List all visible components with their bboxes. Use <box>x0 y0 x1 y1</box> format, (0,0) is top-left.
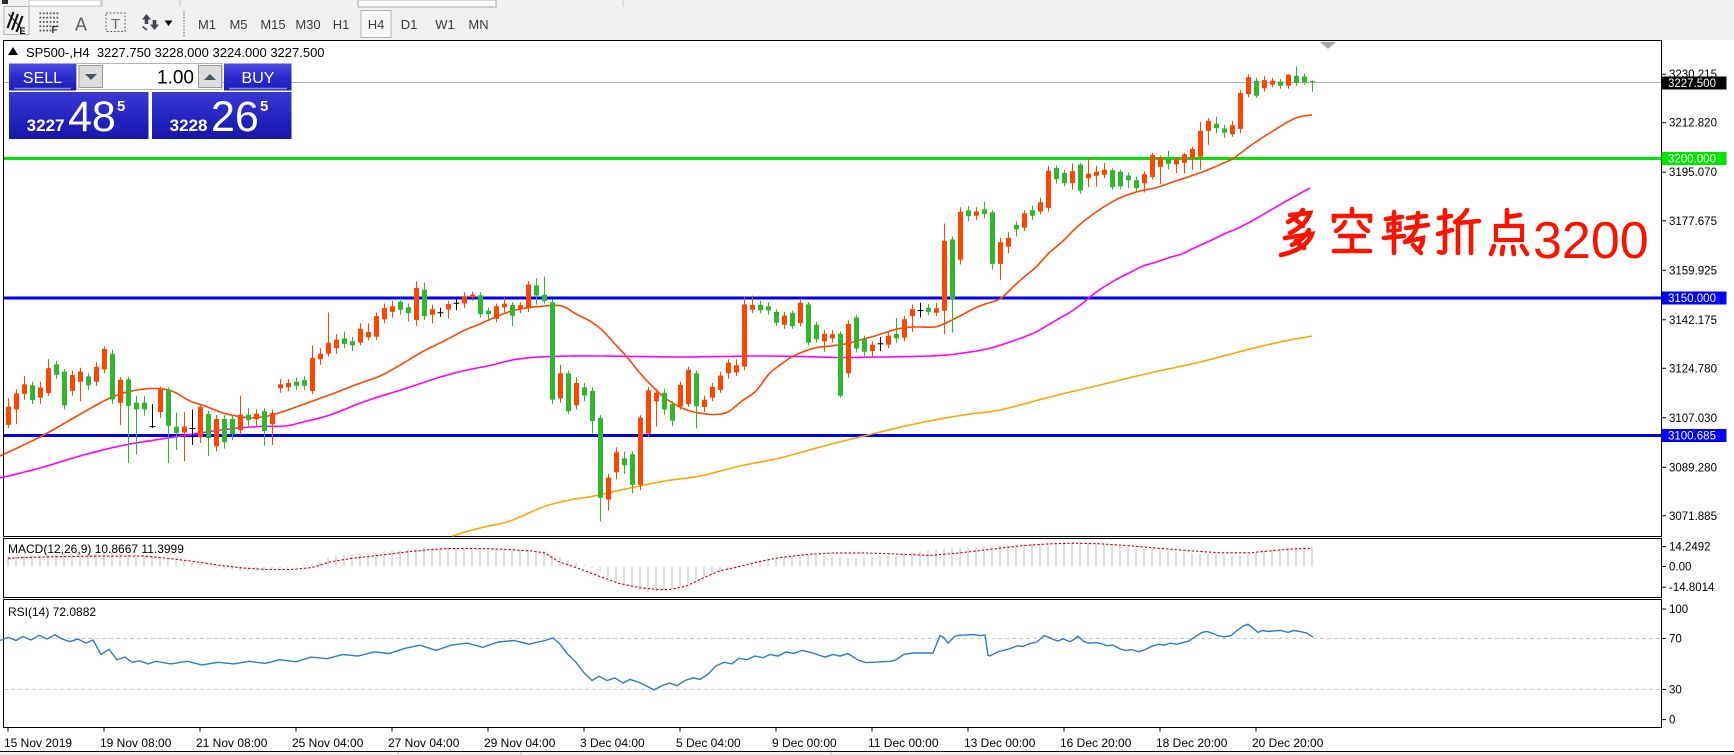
svg-text:25 Nov 04:00: 25 Nov 04:00 <box>292 736 364 750</box>
svg-text:SP500-,H4 3227.750 3228.000 3: SP500-,H4 3227.750 3228.000 3224.000 322… <box>26 45 325 60</box>
svg-text:15 Nov 2019: 15 Nov 2019 <box>4 736 72 750</box>
svg-text:H4: H4 <box>368 17 385 32</box>
svg-text:3071.885: 3071.885 <box>1669 511 1717 523</box>
svg-text:70: 70 <box>1669 634 1682 646</box>
svg-text:18 Dec 20:00: 18 Dec 20:00 <box>1156 736 1228 750</box>
svg-text:0: 0 <box>1669 715 1675 727</box>
svg-text:29 Nov 04:00: 29 Nov 04:00 <box>484 736 556 750</box>
svg-text:5: 5 <box>117 98 125 115</box>
svg-text:3212.820: 3212.820 <box>1669 118 1717 130</box>
svg-text:M30: M30 <box>295 17 320 32</box>
svg-text:30: 30 <box>1669 684 1682 696</box>
svg-text:RSI(14) 72.0882: RSI(14) 72.0882 <box>8 605 96 619</box>
svg-text:19 Nov 08:00: 19 Nov 08:00 <box>100 736 172 750</box>
svg-text:A: A <box>75 15 87 35</box>
svg-text:9 Dec 00:00: 9 Dec 00:00 <box>772 736 837 750</box>
svg-text:T: T <box>111 16 120 33</box>
svg-text:3200.000: 3200.000 <box>1668 154 1716 166</box>
svg-text:3100.685: 3100.685 <box>1668 431 1716 443</box>
svg-text:SELL: SELL <box>23 70 62 87</box>
svg-text:27 Nov 04:00: 27 Nov 04:00 <box>388 736 460 750</box>
svg-text:BUY: BUY <box>242 70 275 87</box>
svg-text:3228: 3228 <box>170 116 208 135</box>
svg-text:3195.070: 3195.070 <box>1669 167 1717 179</box>
svg-text:M5: M5 <box>229 17 247 32</box>
svg-text:M15: M15 <box>260 17 285 32</box>
svg-text:16 Dec 20:00: 16 Dec 20:00 <box>1060 736 1132 750</box>
svg-text:3142.175: 3142.175 <box>1669 315 1717 327</box>
svg-text:MN: MN <box>468 17 488 32</box>
svg-text:21 Nov 08:00: 21 Nov 08:00 <box>196 736 268 750</box>
svg-text:3 Dec 04:00: 3 Dec 04:00 <box>580 736 645 750</box>
svg-text:13 Dec 00:00: 13 Dec 00:00 <box>964 736 1036 750</box>
svg-text:3227.500: 3227.500 <box>1668 78 1716 90</box>
svg-text:3124.780: 3124.780 <box>1669 363 1717 375</box>
svg-text:14.2492: 14.2492 <box>1669 542 1711 554</box>
svg-text:D1: D1 <box>401 17 418 32</box>
svg-text:3089.280: 3089.280 <box>1669 462 1717 474</box>
svg-text:3177.675: 3177.675 <box>1669 216 1717 228</box>
svg-text:3227: 3227 <box>27 116 65 135</box>
svg-text:E: E <box>20 26 26 36</box>
svg-text:48: 48 <box>68 93 116 141</box>
svg-text:-14.8014: -14.8014 <box>1669 582 1715 594</box>
svg-text:H1: H1 <box>333 17 350 32</box>
svg-text:0.00: 0.00 <box>1669 562 1691 574</box>
svg-text:26: 26 <box>211 93 259 141</box>
svg-text:5 Dec 04:00: 5 Dec 04:00 <box>676 736 741 750</box>
svg-text:3200: 3200 <box>1533 212 1649 270</box>
svg-text:M1: M1 <box>198 17 216 32</box>
svg-text:F: F <box>52 25 58 36</box>
svg-text:11 Dec 00:00: 11 Dec 00:00 <box>868 736 939 750</box>
svg-text:MACD(12,26,9) 10.8667 11.3999: MACD(12,26,9) 10.8667 11.3999 <box>8 542 184 556</box>
svg-text:100: 100 <box>1669 604 1688 616</box>
svg-text:3159.925: 3159.925 <box>1669 265 1717 277</box>
svg-text:1.00: 1.00 <box>157 68 194 89</box>
svg-text:20 Dec 20:00: 20 Dec 20:00 <box>1252 736 1324 750</box>
svg-text:3107.030: 3107.030 <box>1669 413 1717 425</box>
svg-text:3150.000: 3150.000 <box>1668 293 1716 305</box>
svg-text:W1: W1 <box>435 17 455 32</box>
svg-text:5: 5 <box>260 98 268 115</box>
